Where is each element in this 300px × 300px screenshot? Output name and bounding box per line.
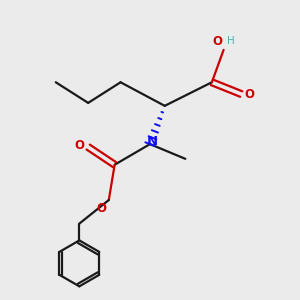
Text: H: H [226,36,234,46]
Text: O: O [75,139,85,152]
Text: O: O [212,35,222,48]
Text: O: O [245,88,255,100]
Text: O: O [96,202,106,214]
Text: N: N [147,135,158,148]
